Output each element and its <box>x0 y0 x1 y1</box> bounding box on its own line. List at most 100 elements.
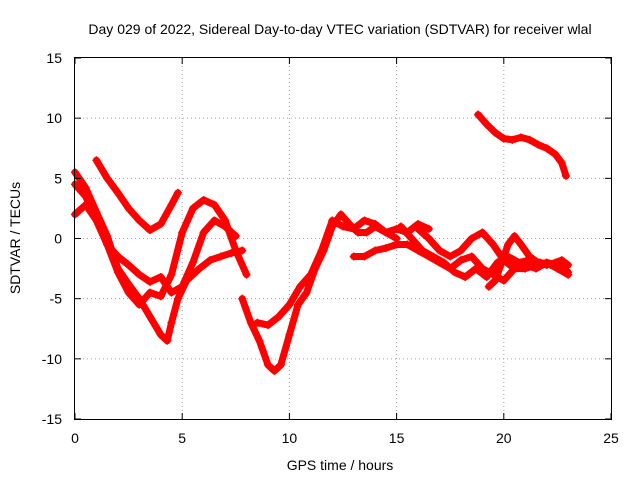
series-line <box>92 156 182 234</box>
data-point <box>461 273 470 282</box>
data-point <box>371 246 380 255</box>
data-point <box>195 264 204 273</box>
data-point <box>274 312 283 321</box>
data-point <box>178 228 187 237</box>
data-point <box>531 264 540 273</box>
data-point <box>156 330 165 339</box>
data-point <box>551 258 560 267</box>
data-point <box>467 234 476 243</box>
y-tick-label: 15 <box>46 50 62 66</box>
y-tick-label: 10 <box>46 110 62 126</box>
data-point <box>339 222 347 231</box>
data-point <box>491 276 500 285</box>
series-line <box>474 111 570 180</box>
data-point <box>510 264 519 273</box>
data-point <box>516 133 525 142</box>
data-point <box>407 234 416 243</box>
data-point <box>167 318 176 327</box>
data-point <box>435 246 444 255</box>
x-axis-label: GPS time / hours <box>287 457 394 473</box>
data-point <box>306 270 315 279</box>
data-point <box>349 252 358 261</box>
data-point <box>188 204 197 213</box>
data-point <box>392 240 401 249</box>
x-tick-label: 25 <box>603 430 619 446</box>
data-point <box>263 360 272 369</box>
data-point <box>124 204 133 213</box>
series-sat-e <box>238 210 401 375</box>
data-point <box>92 156 101 165</box>
data-point <box>206 256 215 265</box>
data-point <box>516 240 525 249</box>
series-line <box>238 210 401 375</box>
data-point <box>317 246 326 255</box>
series-sat-k <box>474 110 570 180</box>
x-tick-label: 0 <box>71 430 79 446</box>
axis-ticks: 0 5 10 15 20 25 -15 -10 -5 0 5 10 15 <box>42 50 619 446</box>
x-tick-label: 5 <box>178 430 186 446</box>
data-point <box>564 260 573 269</box>
data-point <box>199 228 208 237</box>
chart-title: Day 029 of 2022, Sidereal Day-to-day VTE… <box>88 21 591 37</box>
data-point <box>199 195 208 204</box>
series-line <box>253 216 433 329</box>
data-point <box>424 224 433 233</box>
series-sat-j <box>484 232 573 291</box>
y-tick-label: -10 <box>42 351 62 367</box>
data-point <box>178 282 187 291</box>
data-point <box>534 258 543 267</box>
data-point <box>302 288 311 297</box>
x-tick-label: 10 <box>282 430 298 446</box>
data-point <box>396 222 405 231</box>
data-point <box>124 288 133 297</box>
data-point <box>81 183 90 192</box>
data-point <box>561 171 570 180</box>
data-point <box>270 366 279 375</box>
plot-frame <box>74 57 612 420</box>
data-point <box>156 220 165 229</box>
data-point <box>188 258 197 267</box>
data-point <box>173 188 182 197</box>
data-point <box>482 120 491 129</box>
data-point <box>124 260 133 269</box>
data-point <box>553 264 562 273</box>
data-point <box>371 220 380 229</box>
data-point <box>156 292 165 301</box>
data-point <box>293 300 302 309</box>
data-point <box>450 268 459 277</box>
data-point <box>135 270 144 279</box>
data-point <box>360 216 369 225</box>
y-tick-label: -15 <box>42 411 62 427</box>
data-point <box>163 336 172 345</box>
data-point <box>113 188 122 197</box>
data-point <box>504 240 513 249</box>
data-point <box>263 321 272 330</box>
data-point <box>336 210 345 219</box>
data-point <box>381 228 390 237</box>
data-point <box>467 252 476 261</box>
data-point <box>564 270 573 279</box>
data-point <box>328 216 337 225</box>
data-point <box>156 273 165 282</box>
data-point <box>285 300 294 309</box>
data-point <box>231 246 240 255</box>
data-point <box>296 282 305 291</box>
data-point <box>285 330 294 339</box>
data-point <box>210 216 219 225</box>
data-point <box>471 264 480 273</box>
data-point <box>146 226 155 235</box>
data-point <box>456 246 465 255</box>
data-point <box>489 240 498 249</box>
grid <box>75 58 611 419</box>
data-point <box>362 228 371 237</box>
data-point <box>167 200 176 209</box>
data-point <box>499 276 508 285</box>
data-point <box>135 216 144 225</box>
series-line <box>71 180 250 309</box>
series-sat-d <box>71 180 251 309</box>
y-tick-label: 5 <box>54 170 62 186</box>
data-point <box>349 224 358 233</box>
data-point <box>510 232 519 241</box>
data-point <box>491 128 500 137</box>
data-point <box>238 294 247 303</box>
